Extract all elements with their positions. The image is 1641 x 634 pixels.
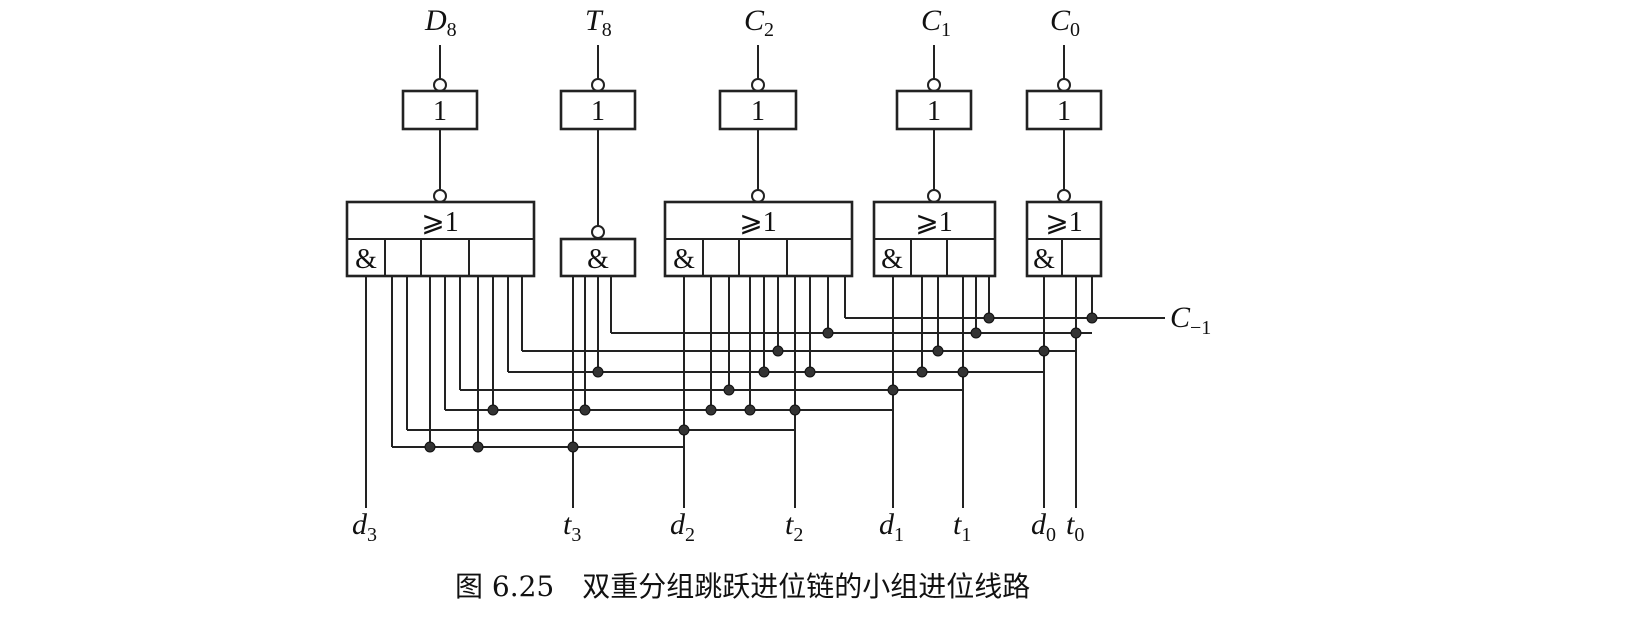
svg-text:1: 1: [1057, 96, 1071, 127]
input-label-t2: t2: [785, 508, 803, 546]
aoi-gate-D8: ⩾1 &: [345, 189, 536, 278]
svg-text:1: 1: [927, 96, 941, 127]
aoi-gate-C2: ⩾1 &: [663, 189, 854, 278]
svg-text:1: 1: [433, 96, 447, 127]
output-label-D8: D8: [424, 4, 457, 41]
svg-text:1: 1: [591, 96, 605, 127]
and-gate-T8: &: [559, 225, 637, 278]
inverter-to-gate-wires: [439, 129, 1065, 226]
output-label-T8: T8: [585, 4, 612, 41]
aoi-gate-C0: ⩾1 &: [1025, 189, 1103, 278]
not-gate-T8: 1: [559, 78, 637, 131]
or-symbol: ⩾1: [915, 207, 952, 238]
junction-dots: [424, 312, 1098, 453]
and-symbol: &: [673, 244, 695, 275]
input-label-d2: d2: [670, 508, 695, 546]
not-gate-C0: 1: [1025, 78, 1103, 131]
gate-input-drops: [365, 276, 1093, 508]
and-symbol: &: [1033, 244, 1055, 275]
svg-text:1: 1: [751, 96, 765, 127]
input-label-d0: d0: [1031, 508, 1056, 546]
or-symbol: ⩾1: [1045, 207, 1082, 238]
carry-in-label: C−1: [1170, 301, 1211, 339]
output-label-C0: C0: [1050, 4, 1080, 41]
figure-caption: 图 6.25 双重分组跳跃进位链的小组进位线路: [455, 570, 1030, 603]
and-symbol: &: [587, 244, 609, 275]
or-symbol: ⩾1: [739, 207, 776, 238]
not-gate-D8: 1: [401, 78, 479, 131]
or-symbol: ⩾1: [421, 207, 458, 238]
input-label-t3: t3: [563, 508, 581, 546]
input-label-d3: d3: [352, 508, 377, 546]
and-symbol: &: [355, 244, 377, 275]
not-gate-C2: 1: [718, 78, 798, 131]
output-stems: [439, 45, 1065, 79]
input-label-d1: d1: [879, 508, 904, 546]
and-symbol: &: [881, 244, 903, 275]
horizontal-bus-wires: [392, 317, 1165, 448]
not-gate-C1: 1: [895, 78, 973, 131]
input-label-t0: t0: [1066, 508, 1084, 546]
input-label-t1: t1: [953, 508, 971, 546]
output-label-C2: C2: [744, 4, 774, 41]
aoi-gate-C1: ⩾1 &: [872, 189, 997, 278]
output-label-C1: C1: [921, 4, 951, 41]
